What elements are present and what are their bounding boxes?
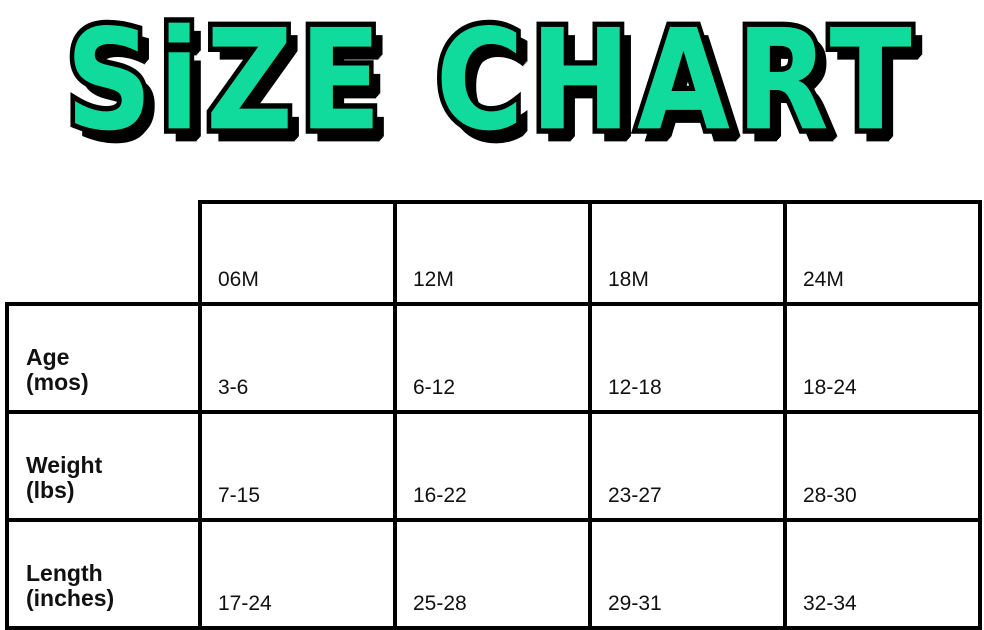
column-header-label: 18M — [608, 268, 649, 291]
row-label-unit: (lbs) — [26, 477, 75, 504]
cell-weight-18m: 23-27 — [588, 410, 787, 522]
column-header-label: 24M — [803, 268, 844, 291]
cell-age-06m: 3-6 — [198, 302, 397, 414]
row-label-text: Weight — [26, 451, 103, 478]
cell-length-06m: 17-24 — [198, 518, 397, 630]
table-row-age: Age (mos) 3-6 6-12 12-18 18-24 — [5, 302, 982, 414]
row-label-weight: Weight (lbs) — [5, 410, 202, 522]
row-label-unit: (mos) — [26, 369, 89, 396]
cell-weight-24m: 28-30 — [783, 410, 982, 522]
row-label-text: Age — [26, 343, 70, 370]
table-header-row: 06M 12M 18M 24M — [7, 200, 982, 306]
column-header-12m: 12M — [393, 200, 592, 306]
column-header-24m: 24M — [783, 200, 982, 306]
column-header-label: 06M — [218, 268, 259, 291]
page-title: SiZE CHART — [61, 0, 919, 162]
cell-length-12m: 25-28 — [393, 518, 592, 630]
row-label-length: Length (inches) — [5, 518, 202, 630]
row-label-text: Length — [26, 559, 103, 586]
title-banner: SiZE CHART — [0, 0, 984, 160]
cell-age-18m: 12-18 — [588, 302, 787, 414]
row-label-age: Age (mos) — [5, 302, 202, 414]
cell-weight-12m: 16-22 — [393, 410, 592, 522]
table-row-weight: Weight (lbs) 7-15 16-22 23-27 28-30 — [5, 410, 982, 522]
size-chart-table-wrapper: 06M 12M 18M 24M Age (mos) 3-6 6-12 — [5, 200, 982, 630]
table-row-length: Length (inches) 17-24 25-28 29-31 32-34 — [5, 518, 982, 630]
column-header-label: 12M — [413, 268, 454, 291]
column-header-18m: 18M — [588, 200, 787, 306]
cell-weight-06m: 7-15 — [198, 410, 397, 522]
cell-age-12m: 6-12 — [393, 302, 592, 414]
table-corner-cell — [7, 202, 200, 304]
column-header-06m: 06M — [198, 200, 397, 306]
size-chart-table: 06M 12M 18M 24M Age (mos) 3-6 6-12 — [5, 200, 982, 630]
cell-age-24m: 18-24 — [783, 302, 982, 414]
row-label-unit: (inches) — [26, 585, 115, 612]
cell-length-18m: 29-31 — [588, 518, 787, 630]
cell-length-24m: 32-34 — [783, 518, 982, 630]
